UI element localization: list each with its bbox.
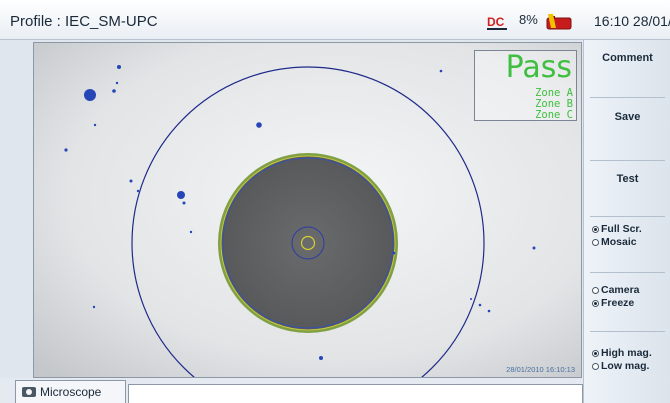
radio-selected-icon: [592, 299, 599, 307]
zone-a-boundary: [291, 226, 325, 260]
mosaic-label: Mosaic: [601, 236, 637, 248]
radio-unselected-icon: [592, 238, 599, 246]
mosaic-radio[interactable]: Mosaic: [592, 236, 637, 248]
camera-radio[interactable]: Camera: [592, 284, 640, 296]
high-mag-radio[interactable]: High mag.: [592, 347, 652, 359]
sidebar-divider: [590, 97, 665, 98]
sidebar-divider: [590, 160, 665, 161]
fiber-inspection-image[interactable]: Pass Zone A Zone B Zone C 28/01/2010 16:…: [33, 42, 582, 378]
profile-title: Profile : IEC_SM-UPC: [10, 13, 158, 30]
low-mag-label: Low mag.: [601, 360, 650, 372]
freeze-radio[interactable]: Freeze: [592, 297, 634, 309]
zone-b-boundary: [222, 157, 394, 329]
high-mag-label: High mag.: [601, 347, 652, 359]
clock: 16:10 28/01/2010: [594, 13, 670, 29]
zone-a-label: Zone A: [535, 87, 573, 99]
tab-microscope-label: Microscope: [40, 385, 102, 399]
cladding-area: [220, 155, 396, 331]
radio-selected-icon: [592, 225, 599, 233]
radio-selected-icon: [592, 349, 599, 357]
zone-c-boundary: [131, 66, 485, 377]
camera-label: Camera: [601, 284, 640, 296]
fiber-core: [300, 235, 316, 251]
full-screen-label: Full Scr.: [601, 223, 642, 235]
fiber-endface-drawing: [34, 43, 581, 377]
dc-power-icon: DC: [487, 15, 507, 30]
bottom-tab-bar: Microscope: [0, 378, 583, 403]
sidebar-divider: [590, 331, 665, 332]
sidebar-divider: [590, 216, 665, 217]
battery-percent: 8%: [519, 12, 538, 27]
capture-timestamp: 28/01/2010 16:10:13: [506, 365, 575, 374]
radio-unselected-icon: [592, 286, 599, 294]
microscope-icon: [22, 387, 36, 397]
radio-unselected-icon: [592, 362, 599, 370]
action-sidebar: Comment Save Test Full Scr. Mosaic Camer…: [583, 40, 670, 403]
svg-text:DC: DC: [487, 15, 505, 29]
battery-low-icon: [546, 14, 572, 30]
sidebar-divider: [590, 272, 665, 273]
pass-result: Pass: [505, 50, 572, 85]
save-button[interactable]: Save: [614, 111, 641, 123]
result-panel: Pass Zone A Zone B Zone C: [474, 50, 577, 121]
comment-button[interactable]: Comment: [602, 52, 653, 64]
zone-b-label: Zone B: [535, 98, 573, 110]
status-header: Profile : IEC_SM-UPC DC 8% 16:10 28/01/2…: [0, 0, 670, 40]
tab-content-strip: [128, 384, 583, 403]
tab-microscope[interactable]: Microscope: [15, 380, 126, 403]
contamination-defects: [64, 65, 536, 360]
freeze-label: Freeze: [601, 297, 635, 309]
test-button[interactable]: Test: [616, 173, 639, 185]
low-mag-radio[interactable]: Low mag.: [592, 360, 649, 372]
full-screen-radio[interactable]: Full Scr.: [592, 223, 642, 235]
zone-c-label: Zone C: [535, 109, 573, 121]
